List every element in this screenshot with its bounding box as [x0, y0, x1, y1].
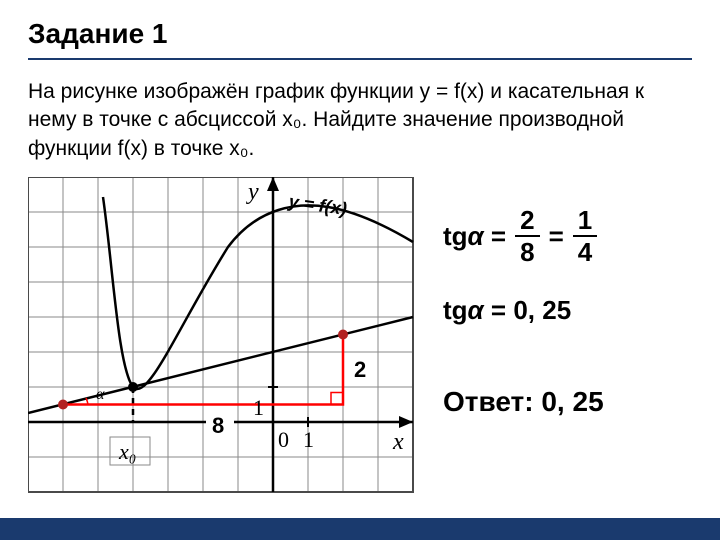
- problem-text: На рисунке изображён график функции y = …: [28, 78, 692, 163]
- task-title: Задание 1: [28, 18, 692, 60]
- height-label: 2: [354, 357, 366, 382]
- one-y-label: 1: [253, 395, 264, 420]
- y-axis-label: y: [246, 179, 259, 205]
- formula-tangent-decimal: tgα = 0, 25: [443, 295, 692, 326]
- bottom-bar: [0, 518, 720, 540]
- x-axis-label: x: [392, 429, 404, 455]
- base-label: 8: [212, 413, 224, 438]
- origin-label: 0: [278, 427, 289, 452]
- formula-tangent-fraction: tgα = 28 = 14: [443, 207, 692, 265]
- chart-svg: y x 0 1 1 x₀ y = f(x) α 8 2: [28, 177, 423, 497]
- x0-label: x₀: [118, 439, 136, 464]
- function-chart: y x 0 1 1 x₀ y = f(x) α 8 2: [28, 177, 423, 497]
- one-x-label: 1: [303, 427, 314, 452]
- alpha-label: α: [96, 386, 105, 403]
- answer: Ответ: 0, 25: [443, 386, 692, 418]
- func-label: y = f(x): [286, 191, 348, 219]
